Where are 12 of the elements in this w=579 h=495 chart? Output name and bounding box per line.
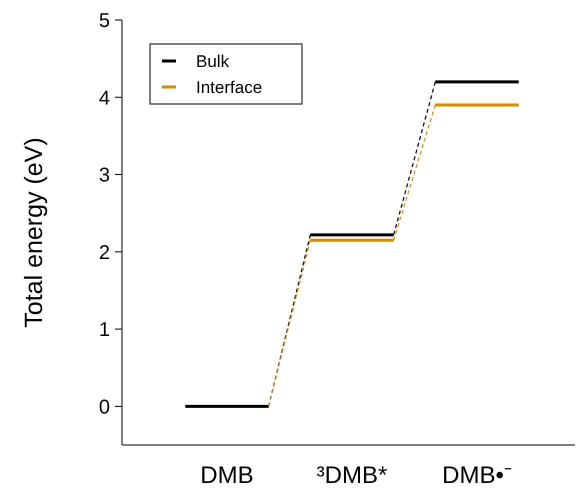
x-tick-label: DMB xyxy=(200,462,254,489)
y-tick-label: 5 xyxy=(98,10,110,32)
x-tick-label: DMB•⁻ xyxy=(442,462,512,489)
y-axis-title: Total energy (eV) xyxy=(20,137,48,328)
y-tick-label: 3 xyxy=(98,164,110,187)
y-tick-label: 4 xyxy=(98,87,110,110)
y-tick-label: 2 xyxy=(98,242,110,264)
legend-label: Interface xyxy=(196,78,262,97)
y-tick-label: 0 xyxy=(98,396,110,418)
y-tick-label: 1 xyxy=(98,319,110,342)
legend-label: Bulk xyxy=(196,52,230,71)
x-tick-label: ³DMB* xyxy=(316,462,388,489)
